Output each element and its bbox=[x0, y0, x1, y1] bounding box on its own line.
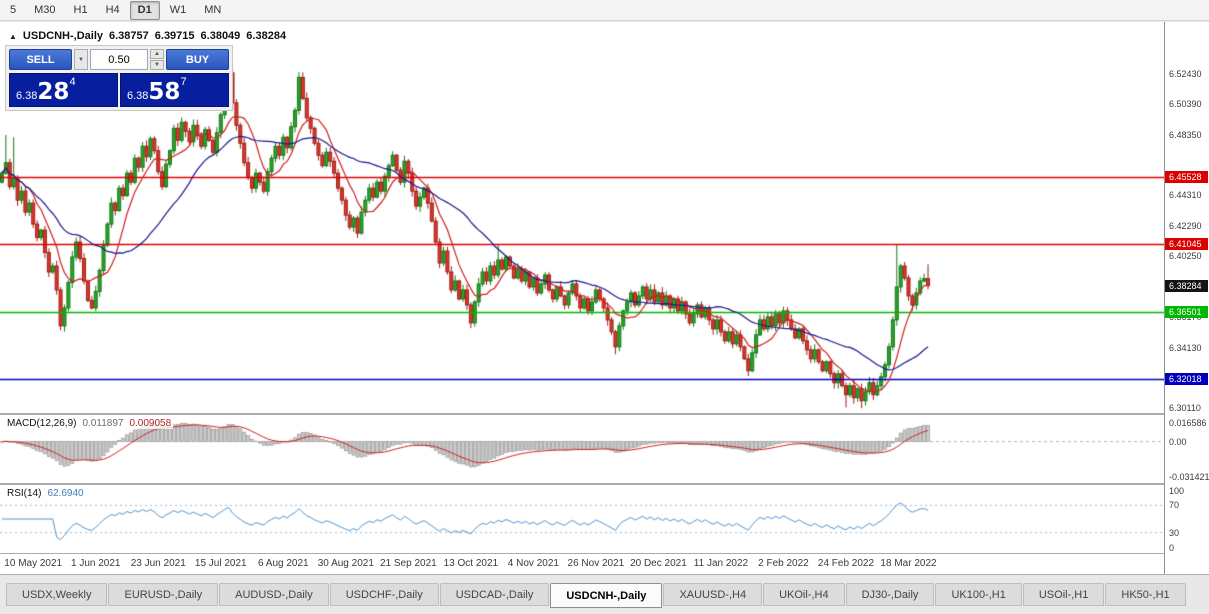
macd-signal-value: 0.009058 bbox=[129, 418, 172, 429]
chevron-down-icon: ▼ bbox=[78, 56, 84, 63]
rsi-indicator-label: RSI(14) 62.6940 bbox=[5, 488, 86, 499]
level-price-tag: 6.36501 bbox=[1165, 306, 1208, 318]
timeframe-button-MN[interactable]: MN bbox=[204, 4, 222, 16]
chart-tab-bar: USDX,Weekly EURUSD-,Daily AUDUSD-,Daily USD… bbox=[0, 574, 1209, 614]
date-tick-label: 6 Aug 2021 bbox=[257, 558, 309, 569]
buy-price-display[interactable]: 6.38 58 7 bbox=[120, 73, 229, 107]
date-tick-label: 4 Nov 2021 bbox=[507, 558, 559, 569]
rsi-axis-tick: 0 bbox=[1169, 543, 1175, 553]
timeframe-button-H4[interactable]: H4 bbox=[105, 4, 120, 16]
one-click-trading-panel: SELL ▼ ▲ ▼ BUY 6.38 28 4 6.38 58 7 bbox=[5, 45, 233, 111]
buy-price-prefix: 6.38 bbox=[127, 90, 149, 102]
chart-window: ▲ USDCNH-,Daily 6.38757 6.39715 6.38049 … bbox=[0, 22, 1209, 574]
date-tick-label: 10 May 2021 bbox=[4, 558, 63, 569]
date-axis: 10 May 2021 1 Jun 2021 23 Jun 2021 15 Jul 2… bbox=[0, 554, 1164, 574]
timeframe-toolbar: 5 M30 H1 H4 D1 W1 MN bbox=[0, 0, 1209, 21]
level-price-tag: 6.32018 bbox=[1165, 373, 1208, 385]
rsi-indicator-canvas[interactable] bbox=[0, 485, 1164, 553]
date-tick-label: 13 Oct 2021 bbox=[443, 558, 499, 569]
lot-size-input[interactable] bbox=[90, 49, 148, 70]
high-value: 6.39715 bbox=[154, 30, 195, 42]
timeframe-button-H1[interactable]: H1 bbox=[73, 4, 88, 16]
low-value: 6.38049 bbox=[200, 30, 241, 42]
buy-button[interactable]: BUY bbox=[166, 49, 229, 70]
rsi-value: 62.6940 bbox=[47, 488, 84, 499]
buy-price-pip: 7 bbox=[180, 76, 187, 88]
close-value: 6.38284 bbox=[246, 30, 287, 42]
chart-tab-eurusd-daily[interactable]: EURUSD-,Daily bbox=[108, 583, 219, 606]
chart-tab-audusd-daily[interactable]: AUDUSD-,Daily bbox=[219, 583, 329, 606]
price-tick: 6.44310 bbox=[1169, 190, 1202, 200]
date-tick-label: 21 Sep 2021 bbox=[379, 558, 437, 569]
sell-price-prefix: 6.38 bbox=[16, 90, 38, 102]
date-tick-label: 2 Feb 2022 bbox=[758, 558, 809, 569]
sell-price-big: 28 bbox=[37, 79, 70, 105]
pane-separator[interactable] bbox=[0, 413, 1209, 415]
date-tick-label: 30 Aug 2021 bbox=[317, 558, 374, 569]
date-tick-label: 11 Jan 2022 bbox=[693, 558, 749, 569]
ohlc-readout: ▲ USDCNH-,Daily 6.38757 6.39715 6.38049 … bbox=[6, 29, 290, 43]
macd-indicator-label: MACD(12,26,9) 0.011897 0.009058 bbox=[5, 418, 174, 429]
date-tick-label: 23 Jun 2021 bbox=[130, 558, 186, 569]
timeframe-button-D1[interactable]: D1 bbox=[129, 0, 160, 20]
date-tick-label: 1 Jun 2021 bbox=[70, 558, 121, 569]
chart-tab-usdx-weekly[interactable]: USDX,Weekly bbox=[6, 583, 108, 606]
macd-axis-tick: 0.00 bbox=[1169, 437, 1187, 447]
date-tick-label: 20 Dec 2021 bbox=[630, 558, 687, 569]
rsi-axis-tick: 100 bbox=[1169, 486, 1185, 496]
symbol-title: USDCNH-,Daily bbox=[22, 30, 103, 42]
chart-tab-usoil-h1[interactable]: USOil-,H1 bbox=[1022, 583, 1105, 606]
timeframe-button-M30[interactable]: M30 bbox=[34, 4, 56, 16]
timeframe-button-W1[interactable]: W1 bbox=[169, 4, 187, 16]
price-tick: 6.50390 bbox=[1169, 99, 1202, 109]
date-tick-label: 26 Nov 2021 bbox=[567, 558, 625, 569]
level-price-tag: 6.41045 bbox=[1165, 238, 1208, 250]
arrow-down-icon: ▼ bbox=[154, 62, 160, 68]
price-tick: 6.40250 bbox=[1169, 251, 1202, 261]
price-axis: 6.52430 6.50390 6.48350 6.44310 6.42290 6.402… bbox=[1164, 22, 1209, 574]
spin-down-button[interactable]: ▼ bbox=[150, 60, 164, 70]
price-tick: 6.52430 bbox=[1169, 69, 1202, 79]
spin-up-button[interactable]: ▲ bbox=[150, 49, 164, 59]
macd-main-value: 0.011897 bbox=[82, 418, 124, 429]
lot-dropdown-button[interactable]: ▼ bbox=[74, 49, 88, 70]
sell-button[interactable]: SELL bbox=[9, 49, 72, 70]
timeframe-button-5[interactable]: 5 bbox=[10, 4, 17, 16]
price-tick: 6.30110 bbox=[1169, 403, 1201, 413]
price-tick: 6.34130 bbox=[1169, 343, 1202, 353]
rsi-axis-tick: 30 bbox=[1169, 528, 1180, 538]
pane-separator[interactable] bbox=[0, 553, 1209, 554]
chart-tab-ukoil-h4[interactable]: UKOil-,H4 bbox=[763, 583, 845, 606]
pane-separator[interactable] bbox=[0, 483, 1209, 485]
chart-tab-uk100-h1[interactable]: UK100-,H1 bbox=[935, 583, 1022, 606]
macd-indicator-canvas[interactable] bbox=[0, 415, 1164, 483]
current-price-tag: 6.38284 bbox=[1165, 280, 1208, 292]
rsi-axis-tick: 70 bbox=[1169, 500, 1180, 510]
open-value: 6.38757 bbox=[109, 30, 149, 42]
date-tick-label: 15 Jul 2021 bbox=[194, 558, 247, 569]
sell-price-pip: 4 bbox=[69, 76, 76, 88]
chart-tab-usdcad-daily[interactable]: USDCAD-,Daily bbox=[439, 583, 550, 606]
collapse-triangle-icon[interactable]: ▲ bbox=[9, 31, 17, 41]
macd-name: MACD(12,26,9) bbox=[7, 418, 77, 429]
chart-tab-usdchf-daily[interactable]: USDCHF-,Daily bbox=[329, 583, 439, 606]
rsi-name: RSI(14) bbox=[7, 488, 42, 499]
lot-spinner: ▲ ▼ bbox=[150, 49, 164, 70]
chart-tab-usdcnh-daily[interactable]: USDCNH-,Daily bbox=[550, 583, 663, 608]
chart-tab-xauusd-h4[interactable]: XAUUSD-,H4 bbox=[663, 583, 763, 606]
level-price-tag: 6.45528 bbox=[1165, 171, 1208, 183]
price-tick: 6.48350 bbox=[1169, 130, 1202, 140]
chart-tab-hk50-h1[interactable]: HK50-,H1 bbox=[1105, 583, 1186, 606]
chart-tab-dj30-daily[interactable]: DJ30-,Daily bbox=[845, 583, 935, 606]
sell-price-display[interactable]: 6.38 28 4 bbox=[9, 73, 118, 107]
macd-axis-tick: 0.016586 bbox=[1169, 418, 1207, 428]
date-tick-label: 18 Mar 2022 bbox=[880, 558, 937, 569]
macd-axis-tick: -0.031421 bbox=[1169, 472, 1209, 482]
arrow-up-icon: ▲ bbox=[154, 51, 160, 57]
buy-price-big: 58 bbox=[148, 79, 181, 105]
date-tick-label: 24 Feb 2022 bbox=[817, 558, 875, 569]
price-tick: 6.42290 bbox=[1169, 221, 1202, 231]
